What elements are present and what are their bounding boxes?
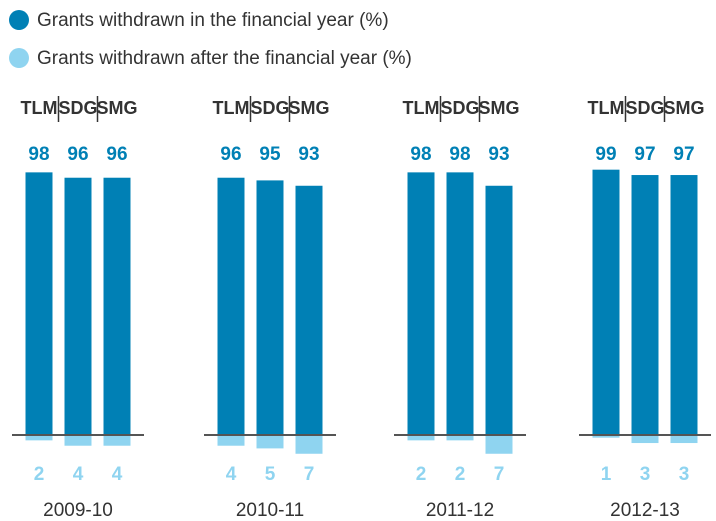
legend-label: Grants withdrawn in the financial year (… (37, 10, 389, 31)
bar (256, 435, 284, 449)
value-label: 1 (601, 464, 612, 485)
value-label: 99 (595, 144, 616, 165)
value-label: 3 (679, 464, 690, 485)
value-label: 93 (298, 144, 319, 165)
bar (295, 435, 323, 454)
bar (64, 435, 92, 446)
category-label: SMG (288, 98, 329, 118)
bar (407, 172, 435, 436)
value-label: 4 (73, 464, 84, 485)
value-label: 3 (640, 464, 651, 485)
category-label: TLM (403, 98, 440, 118)
bar (25, 172, 53, 436)
category-label: SMG (478, 98, 519, 118)
bar (446, 435, 474, 441)
value-label: 98 (410, 144, 431, 165)
category-label: TLM (213, 98, 250, 118)
group-label: 2009-10 (43, 500, 113, 521)
bar (407, 435, 435, 441)
bar (446, 172, 474, 436)
group-label: 2011-12 (426, 500, 494, 521)
bar (217, 435, 245, 446)
bar (64, 177, 92, 435)
bar (631, 435, 659, 444)
bar (670, 435, 698, 444)
value-label: 96 (67, 144, 88, 165)
bar (103, 177, 131, 435)
category-label: SDG (440, 98, 479, 118)
bar (670, 175, 698, 436)
value-label: 5 (265, 464, 276, 485)
value-label: 7 (304, 464, 315, 485)
value-label: 2 (416, 464, 427, 485)
value-label: 98 (28, 144, 49, 165)
value-label: 2 (34, 464, 45, 485)
bar (217, 177, 245, 435)
category-label: SMG (663, 98, 704, 118)
bar (103, 435, 131, 446)
bar (485, 185, 513, 435)
legend-swatch (9, 48, 29, 68)
value-label: 97 (634, 144, 655, 165)
bar (25, 435, 53, 441)
legend-label: Grants withdrawn after the financial yea… (37, 48, 412, 69)
value-label: 7 (494, 464, 505, 485)
bar (485, 435, 513, 454)
group-label: 2012-13 (610, 500, 680, 521)
bar (256, 180, 284, 435)
category-label: SDG (250, 98, 289, 118)
value-label: 93 (488, 144, 509, 165)
value-label: 96 (220, 144, 241, 165)
category-label: TLM (588, 98, 625, 118)
category-label: SDG (58, 98, 97, 118)
value-label: 96 (106, 144, 127, 165)
value-label: 4 (226, 464, 237, 485)
group-label: 2010-11 (236, 500, 304, 521)
category-label: SDG (625, 98, 664, 118)
value-label: 97 (673, 144, 694, 165)
value-label: 4 (112, 464, 123, 485)
bar (592, 435, 620, 438)
value-label: 98 (449, 144, 470, 165)
value-label: 95 (259, 144, 281, 165)
bar (592, 169, 620, 435)
legend-swatch (9, 10, 29, 30)
value-label: 2 (455, 464, 466, 485)
category-label: TLM (21, 98, 58, 118)
category-label: SMG (96, 98, 137, 118)
bar (295, 185, 323, 435)
bar (631, 175, 659, 436)
